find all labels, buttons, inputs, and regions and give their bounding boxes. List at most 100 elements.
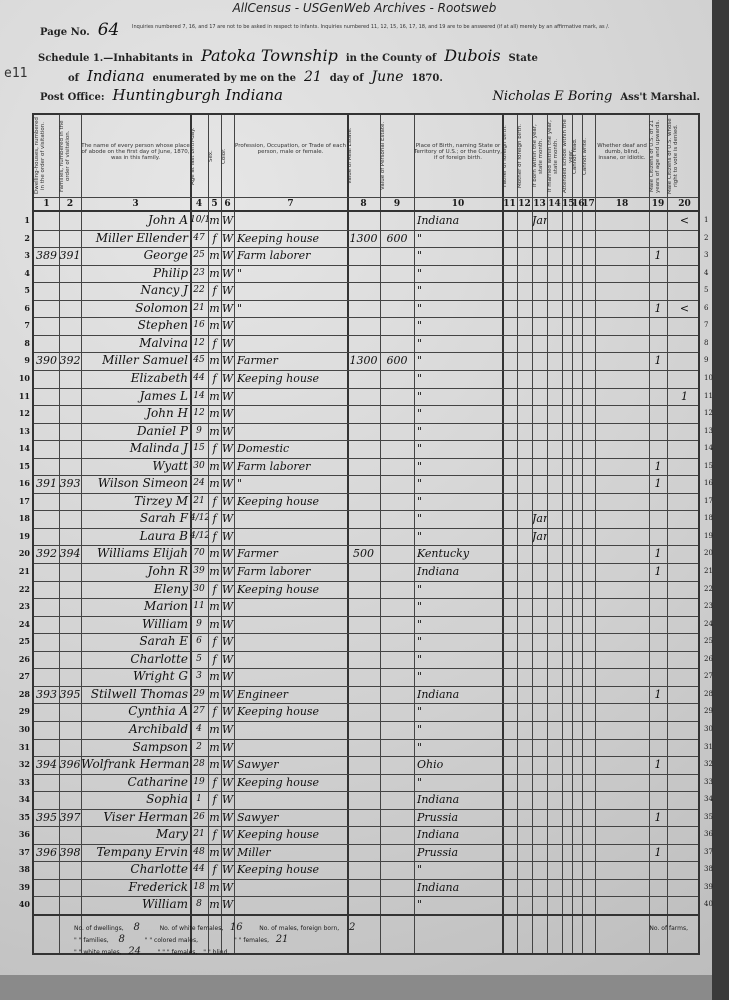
cell-vote-denied <box>667 265 702 283</box>
column-divider <box>380 115 381 953</box>
cell-real-estate-value <box>347 844 380 862</box>
cell-dwelling-number <box>34 370 59 388</box>
footer-blind-label: " " blind, <box>203 949 230 956</box>
cell-age: 29 <box>193 688 205 699</box>
cell-personal-estate-value <box>380 405 414 423</box>
column-number: 2 <box>66 199 74 209</box>
cell-birthplace: " <box>417 371 423 385</box>
line-number: 24 <box>18 618 30 629</box>
cell-real-estate-value <box>347 879 380 897</box>
cell-vote-denied <box>667 563 702 581</box>
column-number: 1 <box>43 199 50 209</box>
row-rule <box>34 527 698 529</box>
row-rule <box>34 861 698 863</box>
row-rule <box>34 440 698 442</box>
line-number: 12 <box>18 408 30 419</box>
cell-family-number <box>59 703 81 721</box>
cell-family-number <box>59 423 81 441</box>
cell-family-number <box>59 370 81 388</box>
line-number-right: 15 <box>704 461 713 470</box>
cell-birthplace: " <box>417 670 423 684</box>
cell-personal-estate-value <box>380 756 414 774</box>
row-rule <box>34 791 698 793</box>
column-number: 16 <box>572 199 585 209</box>
cell-dwelling-number <box>34 739 59 757</box>
cell-birthplace: " <box>417 459 423 473</box>
cell-occupation: Sawyer <box>237 810 279 824</box>
cell-occupation <box>234 423 347 441</box>
cell-birth-month <box>532 388 547 406</box>
cell-real-estate-value <box>347 265 380 283</box>
cell-family-number <box>59 774 81 792</box>
row-rule <box>34 334 698 336</box>
cell-dwelling-number: 392 <box>36 547 57 561</box>
line-number-right: 5 <box>704 286 709 295</box>
cell-citizen-21 <box>649 791 667 809</box>
cell-dwelling-number: 393 <box>36 687 57 701</box>
cell-birth-month <box>532 616 547 634</box>
row-rule <box>34 843 698 845</box>
cell-citizen-21: 1 <box>654 687 662 701</box>
column-number: 20 <box>678 199 691 209</box>
cell-sex: f <box>212 705 217 719</box>
cell-personal-estate-value <box>380 686 414 704</box>
row-rule <box>34 299 698 301</box>
cell-occupation: Farmer <box>237 547 278 561</box>
cell-name: James L <box>139 388 188 403</box>
cell-occupation: " <box>237 266 243 280</box>
cell-age: 30 <box>193 460 205 471</box>
cell-birthplace: " <box>417 231 423 245</box>
cell-age: 10/12 <box>190 215 208 225</box>
row-rule <box>34 615 698 617</box>
footer-white-females: 16 <box>229 922 243 933</box>
cell-occupation: Farm laborer <box>237 459 311 473</box>
cell-citizen-21 <box>649 668 667 686</box>
cell-color: W <box>221 617 234 631</box>
row-rule <box>34 914 698 916</box>
cell-color: W <box>221 214 234 227</box>
cell-name: Cynthia A <box>128 704 188 719</box>
cell-real-estate-value <box>347 405 380 423</box>
cell-real-estate-value <box>347 826 380 844</box>
column-divider <box>208 115 209 953</box>
cell-family-number <box>59 563 81 581</box>
footer-colored-males-label: " " colored males, <box>144 937 198 944</box>
column-heading-17: Cannot write. <box>582 137 588 175</box>
township: Patoka Township <box>200 46 338 65</box>
cell-vote-denied <box>667 370 702 388</box>
cell-age: 21 <box>193 495 205 506</box>
column-heading-15: Attended school within the year. <box>562 119 572 193</box>
row-rule <box>34 229 698 231</box>
cell-citizen-21: 1 <box>654 810 662 824</box>
line-number-right: 35 <box>704 812 713 821</box>
cell-color: W <box>221 810 234 824</box>
cell-birthplace: Prussia <box>417 810 459 824</box>
cell-sex: m <box>209 758 220 772</box>
cell-vote-denied <box>667 651 702 669</box>
line-number-right: 9 <box>704 356 709 365</box>
column-heading-1: Dwelling-houses, numbered in the order o… <box>34 117 46 195</box>
row-rule <box>34 650 698 652</box>
cell-dwelling-number <box>34 826 59 844</box>
cell-sex: f <box>212 635 217 649</box>
column-divider <box>414 115 415 953</box>
cell-color: W <box>221 459 234 473</box>
line-number: 29 <box>18 706 30 717</box>
cell-sex: m <box>209 266 220 280</box>
line-number: 19 <box>18 530 30 541</box>
cell-citizen-21 <box>649 633 667 651</box>
cell-occupation: Domestic <box>237 442 290 456</box>
cell-name: Nancy J <box>140 283 188 298</box>
cell-real-estate-value <box>347 563 380 581</box>
cell-birthplace: " <box>417 617 423 631</box>
cell-dwelling-number <box>34 651 59 669</box>
cell-personal-estate-value <box>380 265 414 283</box>
column-divider <box>502 115 504 953</box>
cell-personal-estate-value <box>380 598 414 616</box>
cell-occupation <box>234 598 347 616</box>
cell-birthplace: " <box>417 722 423 736</box>
cell-citizen-21: 1 <box>654 301 662 315</box>
header-rule <box>34 197 698 198</box>
line-number: 10 <box>18 372 30 383</box>
cell-name: Miller Ellender <box>95 230 188 245</box>
